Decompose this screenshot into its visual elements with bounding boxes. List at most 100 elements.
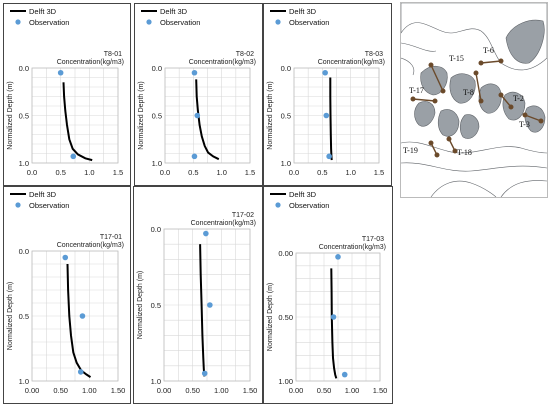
observation-point (203, 230, 209, 237)
transect-line-t2 (500, 94, 512, 108)
y-axis-label: Normalized Depth (m) (138, 81, 145, 149)
chart-panel-t8-03: Delft 3D Observation T8-03 Concentration(kg… (263, 3, 392, 186)
observation-point (330, 314, 337, 320)
x-tick-label: 0.5 (188, 168, 198, 177)
legend-model-label: Delft 3D (29, 7, 57, 16)
chart-title: T17-02 (232, 212, 254, 219)
transect-point (473, 70, 479, 76)
y-tick-label: 0.5 (152, 112, 162, 121)
legend-obs-swatch (275, 202, 281, 208)
transect-line-t17 (412, 98, 436, 102)
y-tick-label: 1.0 (19, 159, 29, 168)
transect-point (440, 88, 446, 94)
chart-t17-01: Delft 3D Observation T17-01Concentration(k… (7, 190, 126, 395)
y-tick-label: 0.5 (151, 301, 161, 310)
transect-map: T-15 T-6 T-17 T-8 T-2 T-3 T-19 T-18 (400, 2, 548, 198)
y-tick-label: 0.0 (152, 64, 162, 73)
y-tick-label: 0.5 (19, 312, 29, 321)
transect-point (410, 96, 416, 102)
x-tick-label: 1.00 (345, 386, 360, 395)
observation-point (326, 153, 332, 160)
observation-point (77, 369, 84, 375)
observation-point (79, 313, 86, 319)
transect-point (446, 136, 452, 142)
legend-obs-label: Observation (289, 18, 329, 27)
chart-subtitle: Concentration(kg/m3) (57, 59, 124, 66)
y-tick-label: 0.0 (151, 225, 161, 234)
model-line (195, 79, 220, 161)
chart-title: T8-03 (365, 51, 383, 58)
map-island-c (449, 73, 476, 104)
map-channel-5 (400, 42, 437, 52)
x-tick-label: 0.50 (317, 386, 332, 395)
transect-point (452, 148, 458, 154)
chart-title: T17-03 (362, 236, 384, 243)
transect-point (434, 152, 440, 158)
observation-point (322, 69, 328, 76)
observation-point (201, 370, 208, 377)
x-tick-label: 1.50 (243, 386, 258, 395)
y-axis-label: Normalized Depth (m) (7, 282, 14, 350)
y-tick-label: 0.00 (278, 249, 293, 258)
y-axis-label: Normalized Depth (m) (7, 81, 14, 149)
x-tick-label: 0.5 (55, 168, 65, 177)
plot-frame (295, 252, 381, 382)
legend-obs-label: Observation (160, 18, 200, 27)
x-tick-label: 0.50 (185, 386, 200, 395)
plot-frame (31, 250, 119, 382)
x-tick-label: 0.5 (317, 168, 327, 177)
y-axis-label: Normalized Depth (m) (137, 271, 144, 339)
y-tick-label: 0.5 (281, 112, 291, 121)
y-axis-label: Normalized Depth (m) (267, 283, 274, 351)
legend-model-label: Delft 3D (29, 190, 57, 199)
y-tick-label: 0.0 (19, 247, 29, 256)
map-label-t3: T-3 (519, 120, 530, 129)
observation-point (70, 153, 77, 160)
model-line (330, 268, 338, 379)
y-tick-label: 0.0 (19, 64, 29, 73)
plot-frame (31, 67, 119, 164)
chart-title: T8-02 (236, 51, 254, 58)
transect-point (432, 98, 438, 104)
map-island-i (459, 114, 480, 139)
map-label-t18: T-18 (457, 148, 472, 157)
map-channel-6 (400, 57, 415, 76)
chart-t8-01: Delft 3D Observation T8-01Concentration(kg… (7, 7, 124, 177)
chart-panel-t17-02: T17-02 Concentraion(kg/m3) 0.00 0.50 1.00 1.5… (133, 186, 263, 404)
map-label-t15: T-15 (449, 54, 464, 63)
map-label-t2: T-2 (513, 94, 524, 103)
x-tick-label: 1.5 (113, 168, 123, 177)
legend-obs-swatch (15, 202, 21, 208)
map-island-e (502, 91, 526, 121)
chart-subtitle: Concentraion(kg/m3) (191, 220, 256, 227)
chart-title: T17-01 (100, 234, 122, 241)
model-line (66, 263, 92, 378)
x-tick-label: 1.00 (82, 386, 97, 395)
chart-t8-02: Delft 3D Observation T8-02Concentration(kg… (138, 7, 256, 177)
y-tick-label: 1.00 (278, 377, 293, 386)
y-tick-label: 1.0 (151, 377, 161, 386)
chart-title: T8-01 (104, 51, 122, 58)
legend-model-label: Delft 3D (160, 7, 188, 16)
chart-panel-t8-01: Delft 3D Observation T8-01 Concentration(kg… (3, 3, 131, 186)
x-tick-label: 0.00 (25, 386, 40, 395)
y-tick-label: 1.0 (19, 377, 29, 386)
map-channel-4 (500, 180, 548, 198)
map-label-t8: T-8 (463, 88, 474, 97)
transect-line-t15 (430, 64, 444, 92)
x-tick-label: 1.50 (111, 386, 126, 395)
map-channel-1 (400, 141, 548, 154)
plot-frame (163, 228, 251, 382)
x-tick-label: 0.00 (157, 386, 172, 395)
observation-point (323, 112, 330, 119)
x-tick-label: 0.0 (27, 168, 37, 177)
transect-point (522, 112, 528, 118)
y-tick-label: 1.0 (152, 159, 162, 168)
map-island-g (414, 101, 436, 127)
transect-point (538, 118, 544, 124)
chart-panel-t17-01: Delft 3D Observation T17-01 Concentration(k… (3, 186, 131, 404)
transect-point (508, 104, 514, 110)
x-tick-label: 1.0 (84, 168, 94, 177)
chart-panel-t17-03: Delft 3D Observation T17-03 Concentration(k… (263, 186, 393, 404)
model-line (329, 77, 333, 161)
